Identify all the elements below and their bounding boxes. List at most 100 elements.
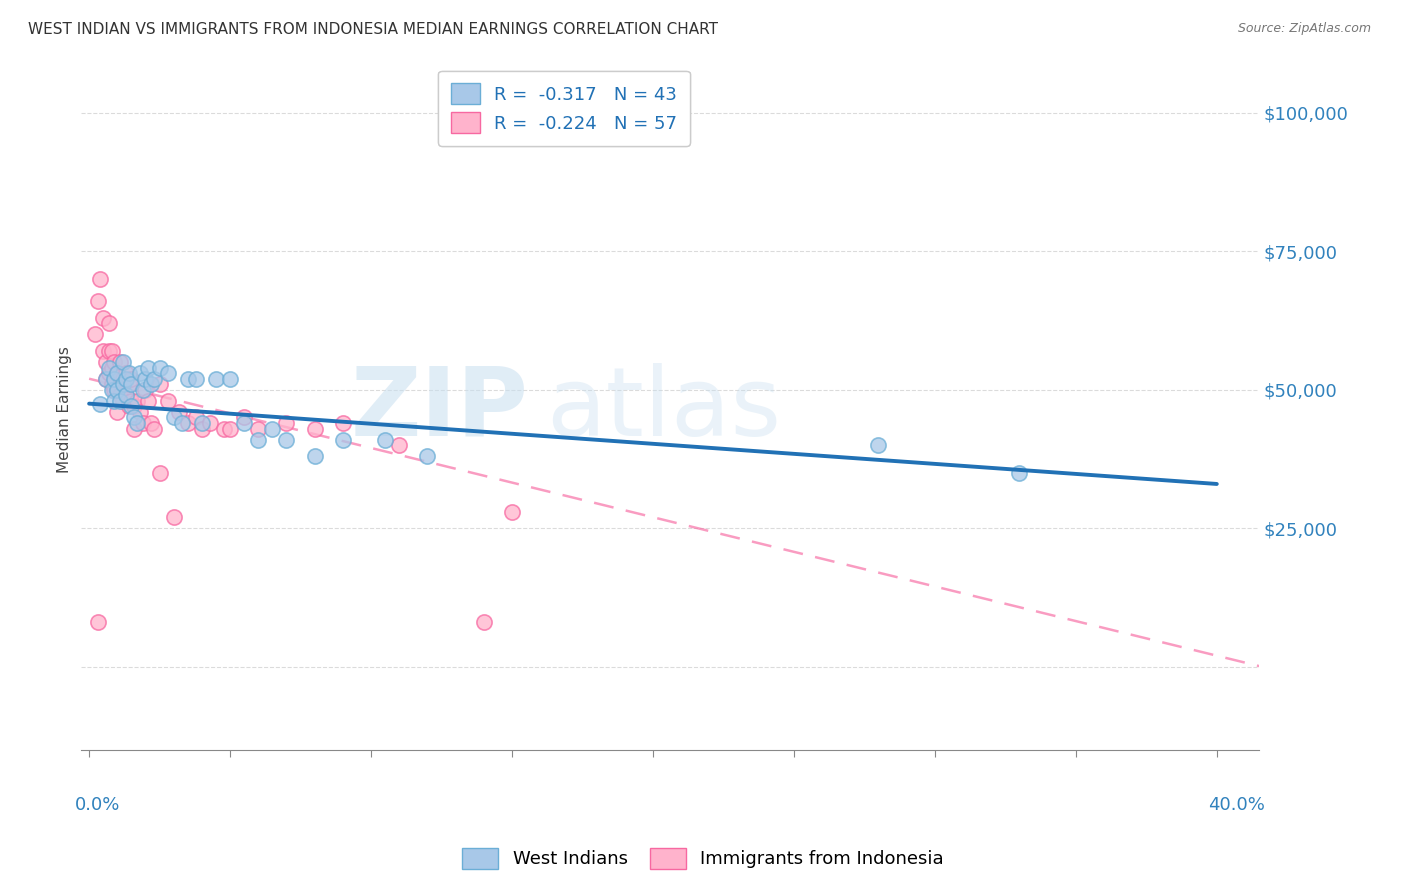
Point xyxy=(128,366,150,380)
Text: WEST INDIAN VS IMMIGRANTS FROM INDONESIA MEDIAN EARNINGS CORRELATION CHART: WEST INDIAN VS IMMIGRANTS FROM INDONESIA… xyxy=(28,22,718,37)
Legend: R =  -0.317   N = 43, R =  -0.224   N = 57: R = -0.317 N = 43, R = -0.224 N = 57 xyxy=(439,70,689,146)
Point xyxy=(86,294,108,309)
Point xyxy=(233,416,256,430)
Point xyxy=(100,360,122,375)
Point xyxy=(172,416,194,430)
Point xyxy=(114,372,136,386)
Point xyxy=(94,372,117,386)
Point xyxy=(105,366,128,380)
Point xyxy=(117,366,139,380)
Point xyxy=(191,421,214,435)
Text: atlas: atlas xyxy=(546,363,782,456)
Point xyxy=(177,416,200,430)
Point xyxy=(157,366,180,380)
Point xyxy=(105,405,128,419)
Point xyxy=(276,416,298,430)
Point xyxy=(131,416,153,430)
Point xyxy=(262,421,284,435)
Point xyxy=(304,450,326,464)
Point xyxy=(100,344,122,359)
Point xyxy=(122,410,145,425)
Point xyxy=(120,377,142,392)
Point xyxy=(111,393,134,408)
Point xyxy=(134,383,156,397)
Point xyxy=(186,372,208,386)
Point xyxy=(91,310,114,325)
Point xyxy=(97,360,120,375)
Point xyxy=(142,421,165,435)
Point xyxy=(108,388,131,402)
Point xyxy=(233,410,256,425)
Point xyxy=(114,388,136,402)
Point xyxy=(117,377,139,392)
Legend: West Indians, Immigrants from Indonesia: West Indians, Immigrants from Indonesia xyxy=(456,840,950,876)
Point xyxy=(139,377,162,392)
Y-axis label: Median Earnings: Median Earnings xyxy=(58,346,72,473)
Point xyxy=(332,433,354,447)
Point xyxy=(149,377,172,392)
Point xyxy=(163,410,186,425)
Point xyxy=(105,366,128,380)
Point xyxy=(97,366,120,380)
Point xyxy=(117,400,139,414)
Point xyxy=(103,393,125,408)
Point xyxy=(100,383,122,397)
Point xyxy=(122,421,145,435)
Point xyxy=(134,372,156,386)
Point xyxy=(169,405,191,419)
Point xyxy=(120,393,142,408)
Point xyxy=(149,360,172,375)
Point xyxy=(122,400,145,414)
Point xyxy=(105,383,128,397)
Point xyxy=(97,344,120,359)
Text: 0.0%: 0.0% xyxy=(75,797,120,814)
Point xyxy=(125,393,148,408)
Point xyxy=(247,433,270,447)
Point xyxy=(108,355,131,369)
Point xyxy=(100,377,122,392)
Point xyxy=(136,393,159,408)
Point xyxy=(388,438,411,452)
Text: ZIP: ZIP xyxy=(350,363,529,456)
Point xyxy=(103,355,125,369)
Point xyxy=(214,421,236,435)
Point xyxy=(86,615,108,630)
Point xyxy=(374,433,396,447)
Point xyxy=(120,400,142,414)
Point xyxy=(501,505,523,519)
Point xyxy=(111,355,134,369)
Point xyxy=(868,438,890,452)
Point xyxy=(163,510,186,524)
Point xyxy=(89,397,111,411)
Point xyxy=(94,372,117,386)
Point xyxy=(332,416,354,430)
Point xyxy=(416,450,439,464)
Point xyxy=(247,421,270,435)
Point xyxy=(89,272,111,286)
Point xyxy=(200,416,222,430)
Point xyxy=(111,377,134,392)
Point xyxy=(103,383,125,397)
Point xyxy=(108,393,131,408)
Text: Source: ZipAtlas.com: Source: ZipAtlas.com xyxy=(1237,22,1371,36)
Point xyxy=(97,316,120,330)
Point xyxy=(191,416,214,430)
Point xyxy=(105,383,128,397)
Point xyxy=(103,372,125,386)
Text: 40.0%: 40.0% xyxy=(1208,797,1265,814)
Point xyxy=(219,372,242,386)
Point xyxy=(91,344,114,359)
Point xyxy=(304,421,326,435)
Point xyxy=(1008,466,1031,480)
Point xyxy=(128,405,150,419)
Point xyxy=(186,410,208,425)
Point xyxy=(219,421,242,435)
Point xyxy=(472,615,495,630)
Point xyxy=(142,372,165,386)
Point xyxy=(177,372,200,386)
Point xyxy=(131,383,153,397)
Point xyxy=(114,366,136,380)
Point xyxy=(149,466,172,480)
Point xyxy=(83,327,105,342)
Point xyxy=(111,372,134,386)
